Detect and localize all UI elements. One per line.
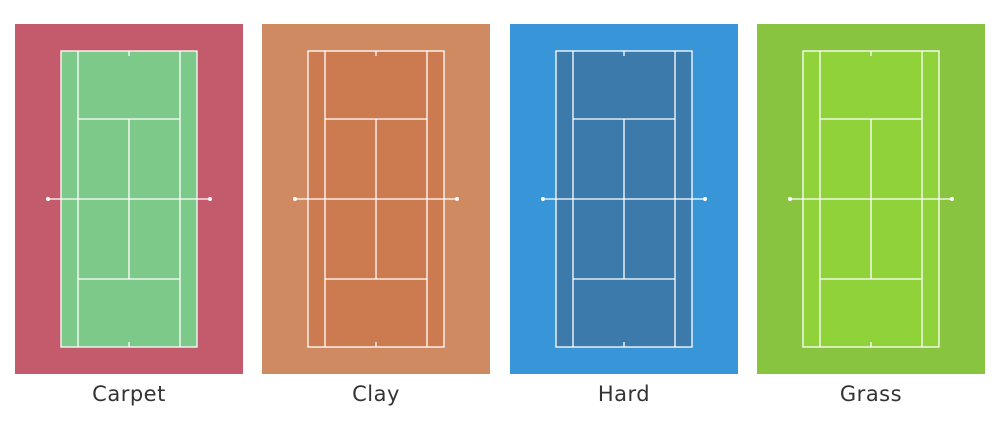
court-panel-clay: Clay	[262, 0, 490, 425]
net-post-left	[293, 197, 297, 201]
net-post-left	[541, 197, 545, 201]
court-label: Clay	[352, 382, 400, 406]
court-lines	[295, 50, 457, 348]
court-panel-hard: Hard	[510, 0, 738, 425]
court-label: Grass	[839, 382, 903, 406]
tennis-court-hard	[510, 24, 738, 374]
net-post-right	[703, 197, 707, 201]
tennis-court-grass	[757, 24, 985, 374]
net-post-right	[950, 197, 954, 201]
court-panel-grass: Grass	[757, 0, 985, 425]
net-post-left	[46, 197, 50, 201]
court-label: Carpet	[92, 382, 166, 406]
court-lines	[543, 50, 705, 348]
court-panel-carpet: Carpet	[15, 0, 243, 425]
tennis-court-clay	[262, 24, 490, 374]
net-post-right	[455, 197, 459, 201]
net-post-left	[788, 197, 792, 201]
court-lines	[48, 50, 210, 348]
tennis-court-carpet	[15, 24, 243, 374]
net-post-right	[208, 197, 212, 201]
court-lines	[790, 50, 952, 348]
court-label: Hard	[597, 382, 651, 406]
